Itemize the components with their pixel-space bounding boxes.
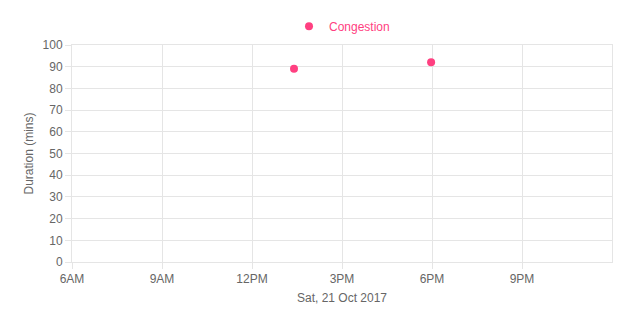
svg-text:6PM: 6PM: [420, 272, 445, 286]
svg-text:12PM: 12PM: [236, 272, 267, 286]
svg-text:100: 100: [43, 38, 63, 52]
svg-text:70: 70: [49, 103, 63, 117]
svg-text:9PM: 9PM: [510, 272, 535, 286]
svg-text:30: 30: [49, 190, 63, 204]
svg-text:60: 60: [49, 125, 63, 139]
svg-text:Sat, 21 Oct 2017: Sat, 21 Oct 2017: [297, 291, 387, 305]
svg-text:Duration (mins): Duration (mins): [22, 112, 36, 194]
svg-text:6AM: 6AM: [60, 272, 85, 286]
svg-text:Congestion: Congestion: [329, 20, 390, 34]
svg-text:10: 10: [49, 234, 63, 248]
svg-text:3PM: 3PM: [330, 272, 355, 286]
svg-text:20: 20: [49, 212, 63, 226]
svg-text:0: 0: [56, 255, 63, 269]
svg-text:90: 90: [49, 60, 63, 74]
svg-text:50: 50: [49, 147, 63, 161]
svg-text:80: 80: [49, 82, 63, 96]
svg-text:40: 40: [49, 168, 63, 182]
svg-text:9AM: 9AM: [150, 272, 175, 286]
